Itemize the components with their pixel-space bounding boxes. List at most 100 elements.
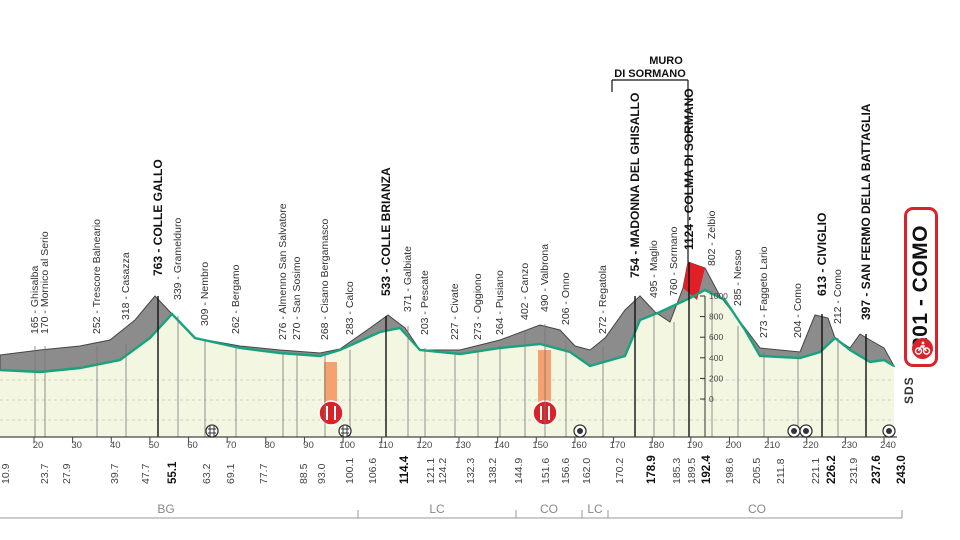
distance-label: 226.2 (826, 455, 838, 484)
km-tick-label: 110 (378, 440, 393, 451)
km-tick-label: 160 (571, 440, 587, 451)
distance-label: 132.3 (465, 458, 477, 484)
altitude-scale: 1000 800 600 400 200 0 (700, 291, 728, 404)
place-label: 252 - Trescore Balneario (91, 219, 103, 334)
climb-label: 533 - COLLE BRIANZA (379, 167, 393, 296)
km-tick-label: 190 (687, 440, 703, 451)
km-tick-label: 70 (226, 440, 237, 451)
tunnel-marker (882, 424, 896, 438)
km-tick-label: 100 (339, 440, 355, 451)
place-label: 270 - San Sosimo (291, 256, 303, 340)
muro-label-line2: DI SORMANO (614, 68, 686, 80)
sprint-marker (338, 424, 352, 438)
feed-zone-bar (324, 362, 337, 404)
climb-label: 397 - SAN FERMO DELLA BATTAGLIA (859, 103, 873, 320)
distance-label: 192.4 (701, 455, 713, 484)
place-label: 273 - Oggiono (472, 273, 484, 340)
distance-label: 144.9 (513, 458, 525, 484)
altitude-tick-label: 600 (709, 332, 723, 342)
distance-label: 211.8 (775, 458, 787, 484)
place-label: 371 - Galbiate (402, 246, 414, 312)
province-band (0, 510, 903, 519)
distance-label: 47.7 (140, 463, 152, 484)
place-label: 204 - Como (792, 283, 804, 338)
km-tick-label: 220 (803, 440, 819, 451)
distance-label: 114.4 (399, 455, 411, 484)
altitude-tick-label: 800 (709, 312, 723, 322)
place-label: 206 - Onno (560, 272, 572, 325)
distance-label: 106.6 (367, 458, 379, 484)
distance-label: 138.2 (487, 458, 499, 484)
km-tick-label: 120 (416, 440, 432, 451)
place-label: 318 - Casazza (120, 252, 132, 320)
place-label: 490 - Valbrona (539, 244, 551, 312)
altitude-tick-label: 0 (709, 394, 714, 404)
province-label: BG (157, 502, 174, 516)
place-label: 760 - Sormano (668, 226, 680, 296)
tunnel-marker (573, 424, 587, 438)
distance-label: 237.6 (871, 455, 883, 484)
km-tick-label: 50 (149, 440, 160, 451)
tunnel-marker (799, 424, 813, 438)
altitude-tick-label: 1000 (709, 291, 728, 301)
muro-callout: MURO DI SORMANO (611, 55, 689, 262)
climb-label: 763 - COLLE GALLO (151, 159, 165, 276)
km-tick-label: 90 (303, 440, 314, 451)
distance-label: 77.7 (258, 463, 270, 484)
place-label: 227 - Civate (449, 283, 461, 340)
place-label: 264 - Pusiano (494, 270, 506, 335)
km-tick-label: 60 (187, 440, 198, 451)
altitude-dashes (0, 379, 894, 421)
distance-label: 221.1 (810, 458, 822, 484)
altitude-tick-label: 400 (709, 353, 723, 363)
tunnel-marker (787, 424, 801, 438)
place-label: 285 - Nesso (732, 249, 744, 306)
province-label: CO (540, 502, 558, 516)
climb-label: 613 - CIVIGLIO (815, 213, 829, 296)
distance-label: 93.0 (316, 463, 328, 484)
distance-label: 39.7 (109, 463, 121, 484)
province-label: CO (748, 502, 766, 516)
place-label: 802 - Zelbio (706, 210, 718, 266)
distance-label: 63.2 (201, 463, 213, 484)
distance-label: 231.9 (848, 458, 860, 484)
distance-label: 151.6 (540, 458, 552, 484)
province-label: LC (587, 502, 603, 516)
climb-label: 1124 - COLMA DI SORMANO (682, 88, 696, 250)
feed-zone-icon (318, 400, 344, 426)
km-tick-label: 170 (610, 440, 626, 451)
distance-labels: 10.9 23.7 27.9 39.7 47.7 55.1 63.2 69.1 77.7 88.5… (0, 455, 908, 484)
finish-box: 201 - COMO (904, 207, 938, 367)
distance-label: 189.5 (686, 458, 698, 484)
sprint-marker (205, 424, 219, 438)
distance-label: 27.9 (61, 463, 73, 484)
distance-label: 55.1 (167, 461, 179, 484)
climb-label: 754 - MADONNA DEL GHISALLO (628, 93, 642, 278)
distance-label: 23.7 (39, 463, 51, 484)
place-label: 212 - Como (832, 269, 844, 324)
place-label: 203 - Pescate (419, 270, 431, 335)
distance-label: 198.6 (724, 458, 736, 484)
place-label: 495 - Maglio (648, 240, 660, 298)
km-ticks: 20 30 40 50 60 70 80 90 100 110 120 130 140 150 160 170… (33, 437, 896, 451)
distance-label: 170.2 (614, 458, 626, 484)
km-tick-label: 40 (110, 440, 121, 451)
route-line (0, 288, 895, 374)
place-label: 276 - Almenno San Salvatore (277, 203, 289, 340)
place-label: 268 - Cisano Bergamasco (319, 218, 331, 340)
distance-label: 10.9 (0, 463, 12, 484)
distance-label: 162.0 (581, 458, 593, 484)
distance-label: 205.5 (751, 458, 763, 484)
distance-label: 124.2 (437, 458, 449, 484)
km-tick-label: 200 (726, 440, 742, 451)
km-tick-label: 20 (33, 440, 44, 451)
km-tick-label: 150 (532, 440, 548, 451)
km-tick-label: 30 (71, 440, 82, 451)
distance-label: 69.1 (225, 463, 237, 484)
place-label: 283 - Calco (344, 281, 356, 335)
place-label: 262 - Bergamo (230, 264, 242, 334)
distance-label: 121.1 (425, 458, 437, 484)
km-tick-label: 130 (455, 440, 471, 451)
